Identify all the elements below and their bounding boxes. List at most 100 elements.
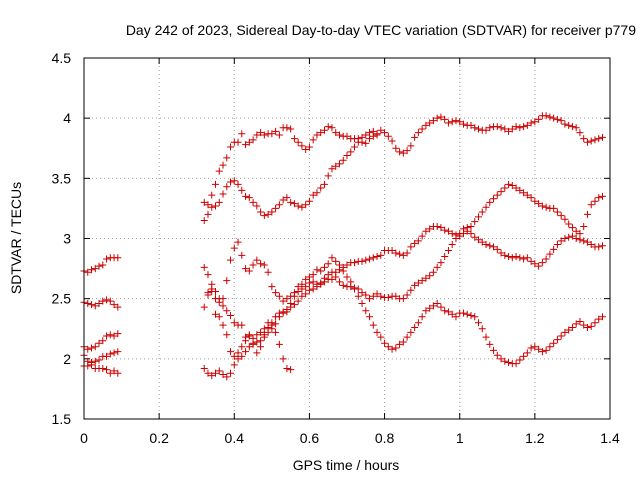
data-point <box>204 289 212 297</box>
data-point <box>557 332 565 340</box>
data-point <box>565 326 573 334</box>
data-point <box>305 279 313 287</box>
data-point <box>403 249 411 257</box>
data-point <box>471 124 479 132</box>
data-point <box>437 303 445 311</box>
series-track-3 <box>80 330 122 353</box>
data-point <box>508 125 516 133</box>
data-point <box>542 346 550 354</box>
data-point <box>568 324 576 332</box>
data-point <box>279 355 287 363</box>
data-point <box>309 271 317 279</box>
data-point <box>279 297 287 305</box>
data-point <box>508 254 516 262</box>
data-point <box>317 129 325 137</box>
data-point <box>516 356 524 364</box>
x-axis-label: GPS time / hours <box>293 457 400 473</box>
data-point <box>437 113 445 121</box>
data-point <box>568 224 576 232</box>
data-point <box>520 255 528 263</box>
data-point <box>467 230 475 238</box>
data-point <box>290 200 298 208</box>
data-point <box>463 310 471 318</box>
data-point <box>264 210 272 218</box>
data-point <box>339 263 347 271</box>
data-point <box>452 235 460 242</box>
data-point <box>576 129 584 137</box>
data-point <box>550 339 558 347</box>
data-point <box>580 222 588 230</box>
data-point <box>114 348 122 356</box>
data-point <box>275 313 283 321</box>
data-point <box>516 254 524 262</box>
data-point <box>351 143 359 151</box>
data-point <box>110 349 118 357</box>
data-point <box>587 137 595 145</box>
data-point <box>516 186 524 194</box>
data-point <box>257 129 265 137</box>
data-point <box>598 133 606 141</box>
data-point <box>354 285 362 293</box>
data-point <box>234 355 242 363</box>
data-point <box>249 261 257 269</box>
series-track-5 <box>80 361 122 377</box>
data-point <box>204 369 212 377</box>
data-point <box>272 328 280 336</box>
data-point <box>215 167 223 175</box>
data-point <box>242 192 250 200</box>
data-point <box>568 232 576 240</box>
data-point <box>587 322 595 330</box>
data-point <box>234 238 242 246</box>
data-point <box>212 369 219 377</box>
data-point <box>553 115 561 123</box>
data-point <box>88 344 96 352</box>
data-point <box>429 117 437 125</box>
data-point <box>106 297 114 305</box>
data-point <box>200 303 208 311</box>
data-point <box>257 208 265 216</box>
data-point <box>366 135 374 143</box>
data-point <box>441 226 449 234</box>
y-tick-label: 4 <box>63 110 71 126</box>
data-point <box>354 138 362 146</box>
data-point <box>302 275 310 283</box>
data-point <box>219 190 227 198</box>
data-point <box>422 307 430 315</box>
x-tick-labels: 0 0.2 0.4 0.6 0.8 1 1.2 1.4 <box>80 430 620 446</box>
data-point <box>369 321 377 329</box>
data-point <box>388 247 396 255</box>
data-point <box>298 203 306 211</box>
data-point <box>234 138 242 146</box>
series-track-11 <box>200 319 295 381</box>
data-point <box>313 283 321 291</box>
data-point <box>557 117 565 125</box>
data-point <box>317 280 325 288</box>
data-point <box>230 352 238 360</box>
data-point <box>403 147 411 155</box>
data-point <box>332 129 340 137</box>
data-point <box>110 367 118 375</box>
data-point <box>272 320 280 328</box>
data-point <box>103 332 111 340</box>
data-point <box>493 191 501 199</box>
data-point <box>407 328 415 336</box>
data-point <box>396 148 404 156</box>
y-tick-label: 2 <box>63 351 71 367</box>
y-tick-labels: 1.5 2 2.5 3 3.5 4 4.5 <box>52 50 72 427</box>
data-point <box>418 313 426 321</box>
data-point <box>459 120 467 128</box>
data-point <box>320 263 328 271</box>
data-point <box>399 149 407 157</box>
data-point <box>572 320 580 328</box>
data-point <box>283 295 291 303</box>
data-point <box>392 249 400 257</box>
data-point <box>595 315 603 323</box>
data-point <box>505 180 513 188</box>
data-point <box>576 230 584 238</box>
data-point <box>208 372 216 380</box>
data-point <box>320 126 328 134</box>
data-point <box>253 331 261 339</box>
data-point <box>238 130 246 138</box>
data-points <box>80 112 606 381</box>
data-point <box>84 345 92 353</box>
